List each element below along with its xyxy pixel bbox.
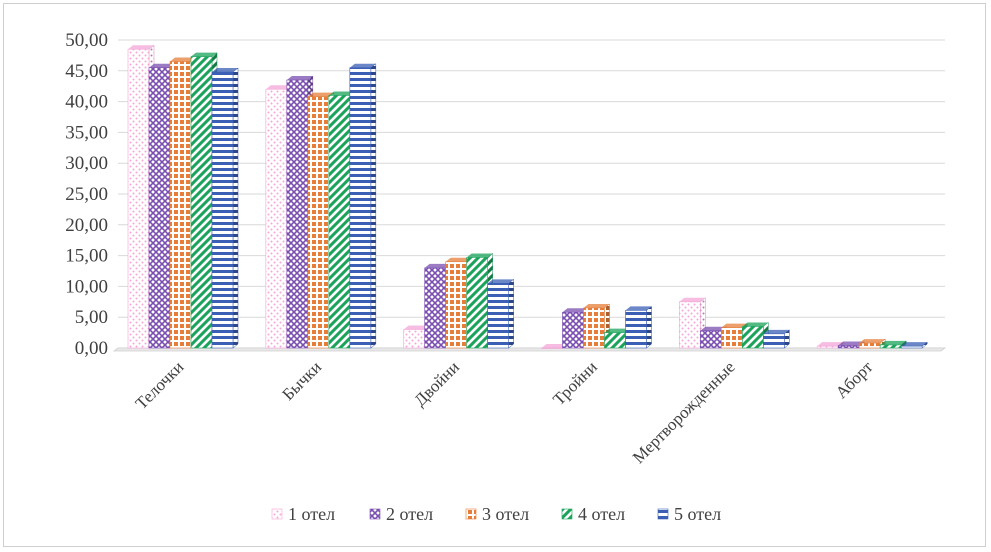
x-tick-label: Телочки <box>132 357 188 413</box>
bar <box>211 67 239 349</box>
bars <box>127 44 928 349</box>
y-axis: 0,00 5,00 10,00 15,00 20,00 25,00 30,00 35,00 40… <box>65 30 108 359</box>
legend-swatch <box>657 508 669 520</box>
x-axis: Телочки Бычки Двойни Тройни Мертворожденные А… <box>132 357 877 467</box>
y-tick-label: 5,00 <box>75 307 108 328</box>
bar <box>583 303 610 349</box>
legend-swatch <box>561 508 573 520</box>
y-tick-label: 25,00 <box>65 184 108 205</box>
y-tick-label: 0,00 <box>75 338 108 359</box>
legend: 1 отел 2 отел 3 отел 4 отел 5 отел <box>271 504 721 524</box>
y-tick-label: 50,00 <box>65 30 108 51</box>
bar <box>349 63 377 349</box>
bar <box>487 278 514 349</box>
x-tick-label: Двойни <box>410 357 463 410</box>
legend-item: 4 отел <box>561 504 625 524</box>
y-tick-label: 40,00 <box>65 92 108 113</box>
y-tick-label: 30,00 <box>65 153 108 174</box>
y-tick-label: 20,00 <box>65 215 108 236</box>
legend-item: 3 отел <box>465 504 529 524</box>
bar <box>763 329 790 349</box>
gridlines <box>112 39 947 352</box>
legend-label: 1 отел <box>288 504 335 524</box>
chart-floor <box>112 347 947 352</box>
y-tick-label: 15,00 <box>65 246 108 267</box>
legend-label: 5 отел <box>674 504 721 524</box>
legend-label: 4 отел <box>578 504 625 524</box>
x-tick-label: Аборт <box>832 357 877 402</box>
legend-swatch <box>465 508 477 520</box>
legend-item: 1 отел <box>271 504 335 524</box>
bar <box>679 297 706 349</box>
x-tick-label: Мертворожденные <box>629 357 739 467</box>
bar <box>625 305 652 349</box>
y-tick-label: 45,00 <box>65 61 108 82</box>
y-tick-label: 10,00 <box>65 276 108 297</box>
legend-swatch <box>369 508 381 520</box>
legend-label: 2 отел <box>386 504 433 524</box>
legend-item: 5 отел <box>657 504 721 524</box>
x-tick-label: Тройни <box>549 357 601 409</box>
bar <box>900 341 928 349</box>
legend-item: 2 отел <box>369 504 433 524</box>
legend-swatch <box>271 508 283 520</box>
x-tick-label: Бычки <box>278 357 325 404</box>
y-tick-label: 35,00 <box>65 122 108 143</box>
legend-label: 3 отел <box>482 504 529 524</box>
